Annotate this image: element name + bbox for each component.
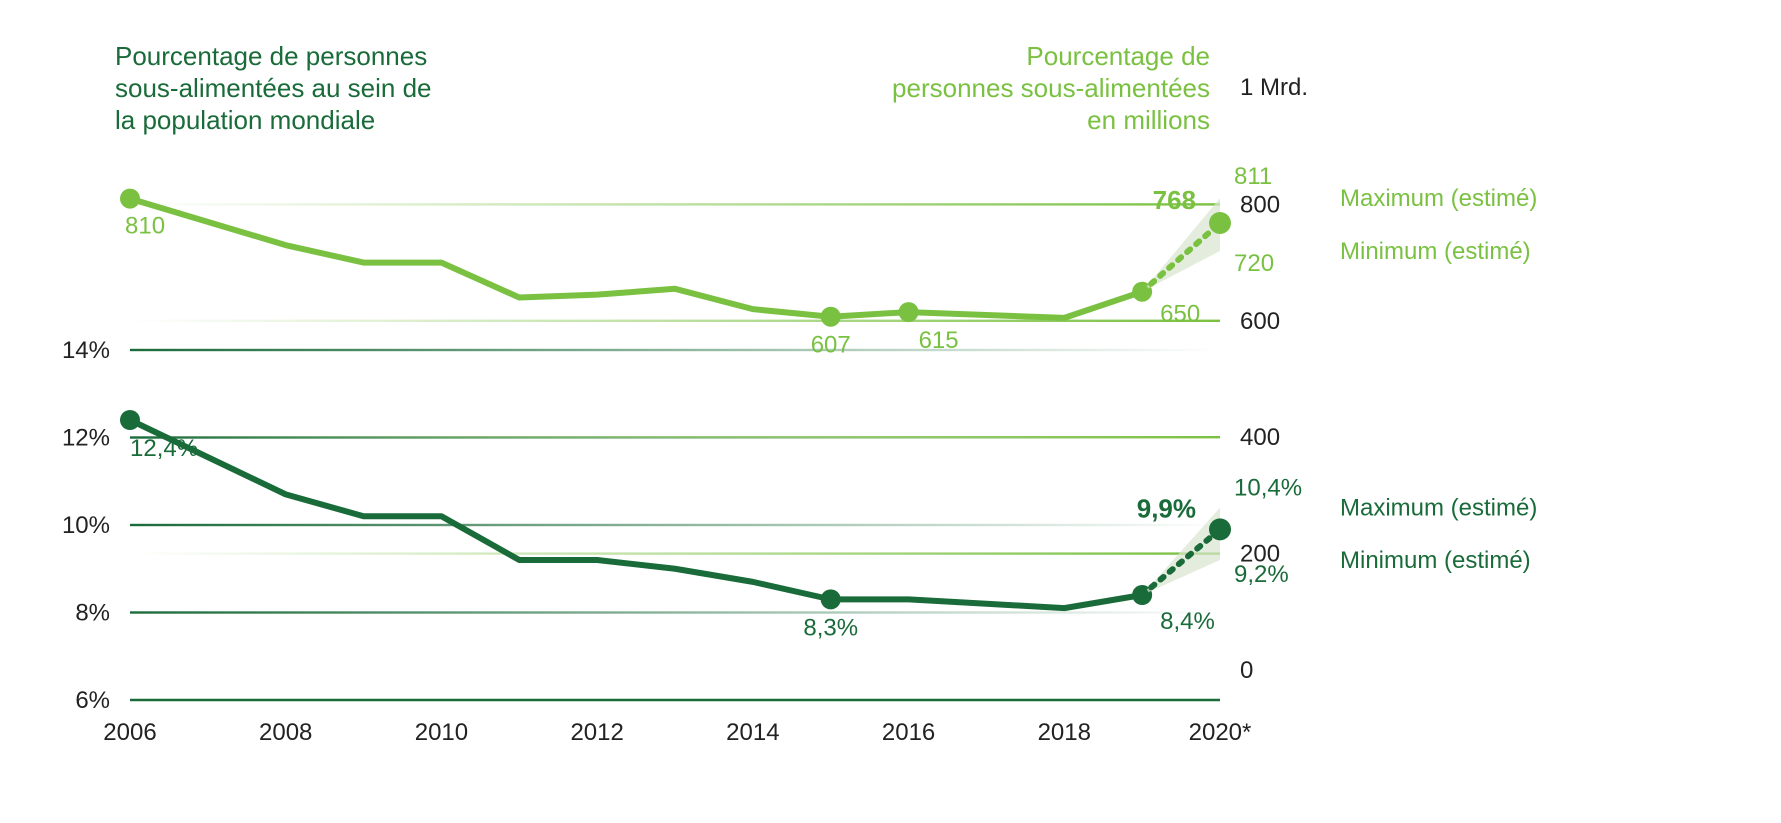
percent-projection-label: 9,2% <box>1234 561 1289 588</box>
estimate-annotation: Maximum (estimé) <box>1340 185 1537 212</box>
y-right-top-label: 1 Mrd. <box>1240 74 1308 101</box>
y-left-tick-label: 6% <box>75 687 110 714</box>
x-tick-label: 2006 <box>103 719 156 746</box>
percent-datalabel: 8,4% <box>1160 608 1215 635</box>
gridline-left <box>130 349 1220 351</box>
millions-projection-label: 720 <box>1234 250 1274 277</box>
millions-marker <box>821 307 841 327</box>
title-left: la population mondiale <box>115 105 375 135</box>
title-left: Pourcentage de personnes <box>115 41 427 71</box>
percent-projection-label: 9,9% <box>1137 493 1196 523</box>
x-tick-label: 2016 <box>882 719 935 746</box>
millions-datalabel: 810 <box>125 213 165 240</box>
millions-projection-label: 811 <box>1234 163 1272 190</box>
y-right-tick-label: 600 <box>1240 308 1280 335</box>
millions-marker <box>899 302 919 322</box>
title-right: Pourcentage de <box>1026 41 1210 71</box>
millions-datalabel: 615 <box>919 327 959 354</box>
estimate-annotation: Maximum (estimé) <box>1340 495 1537 522</box>
percent-datalabel: 12,4% <box>130 435 198 462</box>
millions-datalabel: 650 <box>1160 301 1200 328</box>
y-left-tick-label: 10% <box>62 512 110 539</box>
percent-projection-marker <box>1209 518 1231 540</box>
millions-marker <box>120 189 140 209</box>
chart-svg: 6%8%10%12%14%02004006008001 Mrd.20062008… <box>0 0 1781 823</box>
percent-datalabel: 8,3% <box>803 614 858 641</box>
x-tick-label: 2008 <box>259 719 312 746</box>
percent-projection-label: 10,4% <box>1234 475 1302 502</box>
percent-line <box>130 420 1142 608</box>
gridline-right <box>130 552 1220 554</box>
millions-projection-mid <box>1142 223 1220 292</box>
x-tick-label: 2014 <box>726 719 779 746</box>
y-left-tick-label: 8% <box>75 600 110 627</box>
millions-line <box>130 199 1142 318</box>
title-left: sous-alimentées au sein de <box>115 73 432 103</box>
gridline-right <box>130 203 1220 205</box>
gridline-left <box>130 524 1220 526</box>
y-left-tick-label: 14% <box>62 337 110 364</box>
percent-marker <box>120 410 140 430</box>
y-right-tick-label: 800 <box>1240 191 1280 218</box>
title-right: personnes sous-alimentées <box>892 73 1210 103</box>
percent-marker <box>821 589 841 609</box>
y-left-tick-label: 12% <box>62 425 110 452</box>
chart-container: 6%8%10%12%14%02004006008001 Mrd.20062008… <box>0 0 1781 823</box>
title-right: en millions <box>1087 105 1210 135</box>
estimate-annotation: Minimum (estimé) <box>1340 547 1531 574</box>
gridline-right <box>130 436 1220 438</box>
millions-projection-label: 768 <box>1153 185 1196 215</box>
millions-projection-marker <box>1209 212 1231 234</box>
x-tick-label: 2018 <box>1038 719 1091 746</box>
millions-datalabel: 607 <box>811 332 851 359</box>
gridline-left <box>130 611 1220 613</box>
y-right-tick-label: 0 <box>1240 657 1253 684</box>
estimate-annotation: Minimum (estimé) <box>1340 238 1531 265</box>
y-right-tick-label: 400 <box>1240 424 1280 451</box>
x-tick-label: 2010 <box>415 719 468 746</box>
x-tick-label: 2012 <box>570 719 623 746</box>
x-tick-label: 2020* <box>1189 719 1252 746</box>
